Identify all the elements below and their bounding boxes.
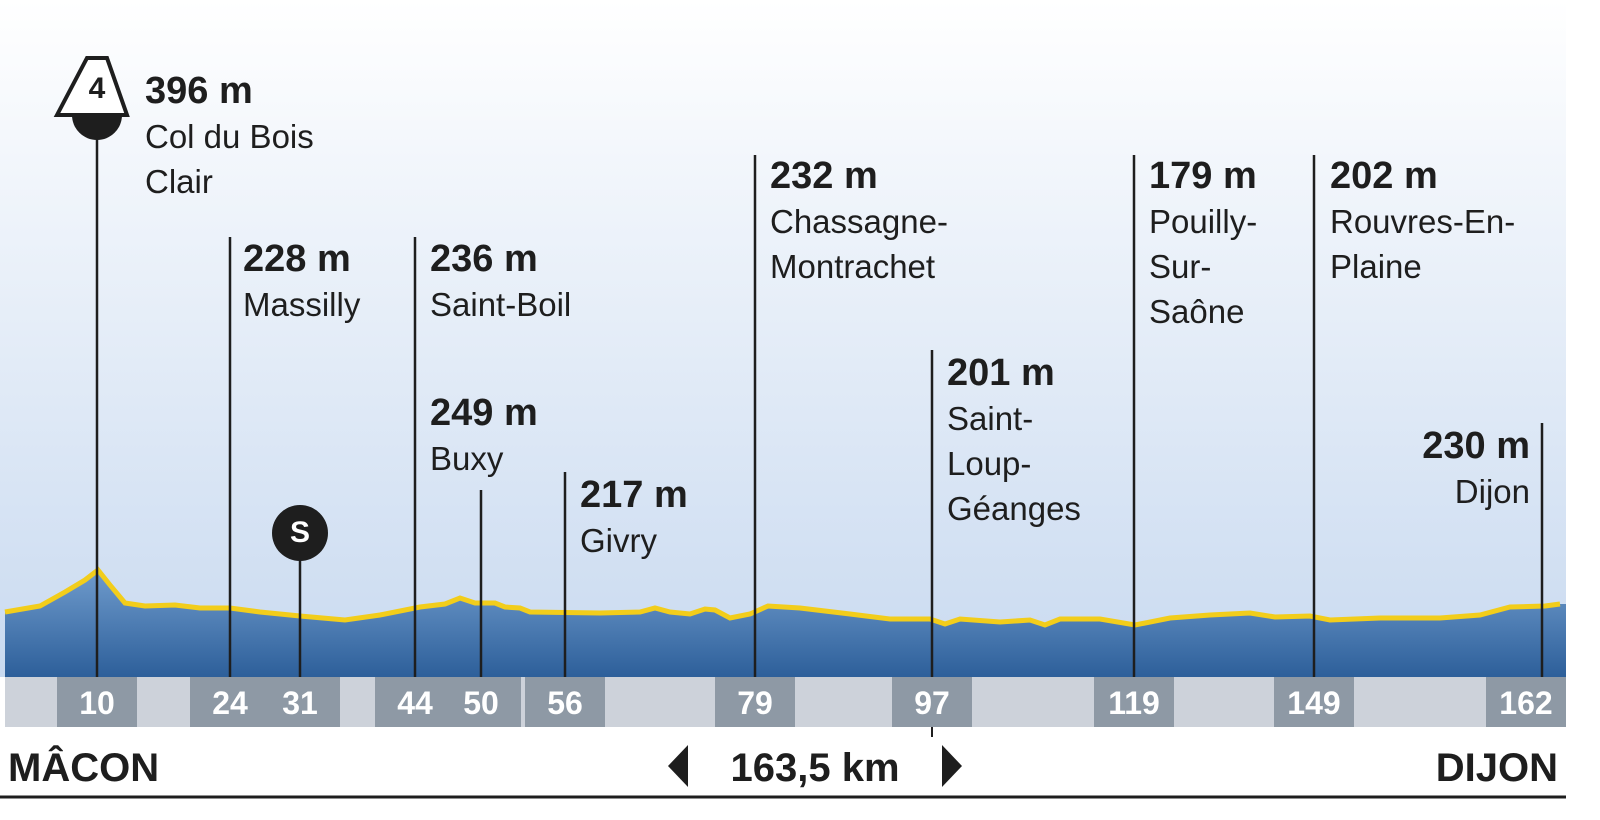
waypoint-label: 202 m Rouvres-En-Plaine (1330, 153, 1520, 289)
arrow-right (942, 745, 962, 787)
waypoint-label: 179 m Pouilly-Sur-Saône (1149, 153, 1299, 334)
elevation: 236 m (430, 238, 538, 280)
place-name: Saint-Loup-Géanges (947, 400, 1081, 527)
km-marker: 50 (441, 677, 521, 727)
place-name: Givry (580, 522, 657, 559)
place-name: Buxy (430, 440, 504, 477)
waypoint-label: 201 m Saint-Loup-Géanges (947, 350, 1081, 531)
km-marker: 56 (525, 677, 605, 727)
place-name: Col du Bois Clair (145, 118, 314, 200)
waypoint-label: 217 m Givry (580, 472, 740, 563)
place-name: Massilly (243, 286, 361, 323)
waypoint-label: 232 m Chassagne-Montrachet (770, 153, 1010, 289)
elevation: 202 m (1330, 155, 1438, 197)
km-marker: 97 (892, 677, 972, 727)
waypoint-label: 230 m Dijon (1330, 423, 1530, 514)
place-name: Saint-Boil (430, 286, 572, 323)
arrow-left (668, 745, 688, 787)
waypoint-label: 396 m Col du Bois Clair (145, 68, 375, 204)
climb-category: 4 (89, 72, 106, 105)
km-marker: 10 (57, 677, 137, 727)
marker-lines: 4S (53, 56, 1544, 677)
km-marker: 31 (260, 677, 340, 727)
place-name: Rouvres-En-Plaine (1330, 203, 1516, 285)
sky (0, 0, 1566, 677)
elevation: 217 m (580, 474, 688, 516)
elevation: 396 m (145, 70, 253, 112)
climb-badge-base (72, 115, 122, 140)
waypoint-label: 236 m Saint-Boil (430, 236, 630, 327)
waypoint-label: 249 m Buxy (430, 390, 580, 481)
elevation: 249 m (430, 392, 538, 434)
km-marker: 162 (1486, 677, 1566, 727)
elevation: 228 m (243, 238, 351, 280)
sprint-label: S (290, 516, 310, 549)
place-name: Dijon (1454, 473, 1530, 510)
km-marker: 119 (1094, 677, 1174, 727)
distance: 163,5 km (730, 746, 900, 790)
elevation: 230 m (1422, 425, 1530, 467)
start-label: MÂCON (8, 746, 160, 790)
km-marker: 79 (715, 677, 795, 727)
place-name: Chassagne-Montrachet (770, 203, 948, 285)
finish-label: DIJON (1435, 746, 1558, 790)
elevation: 232 m (770, 155, 878, 197)
km-marker: 149 (1274, 677, 1354, 727)
elevation: 179 m (1149, 155, 1257, 197)
waypoint-label: 228 m Massilly (243, 236, 413, 327)
place-name: Pouilly-Sur-Saône (1149, 203, 1258, 330)
km-marker: 24 (190, 677, 270, 727)
profile-area (5, 570, 1566, 677)
profile-line (4, 566, 1561, 628)
sprint-badge (272, 505, 328, 561)
elevation: 201 m (947, 352, 1055, 394)
